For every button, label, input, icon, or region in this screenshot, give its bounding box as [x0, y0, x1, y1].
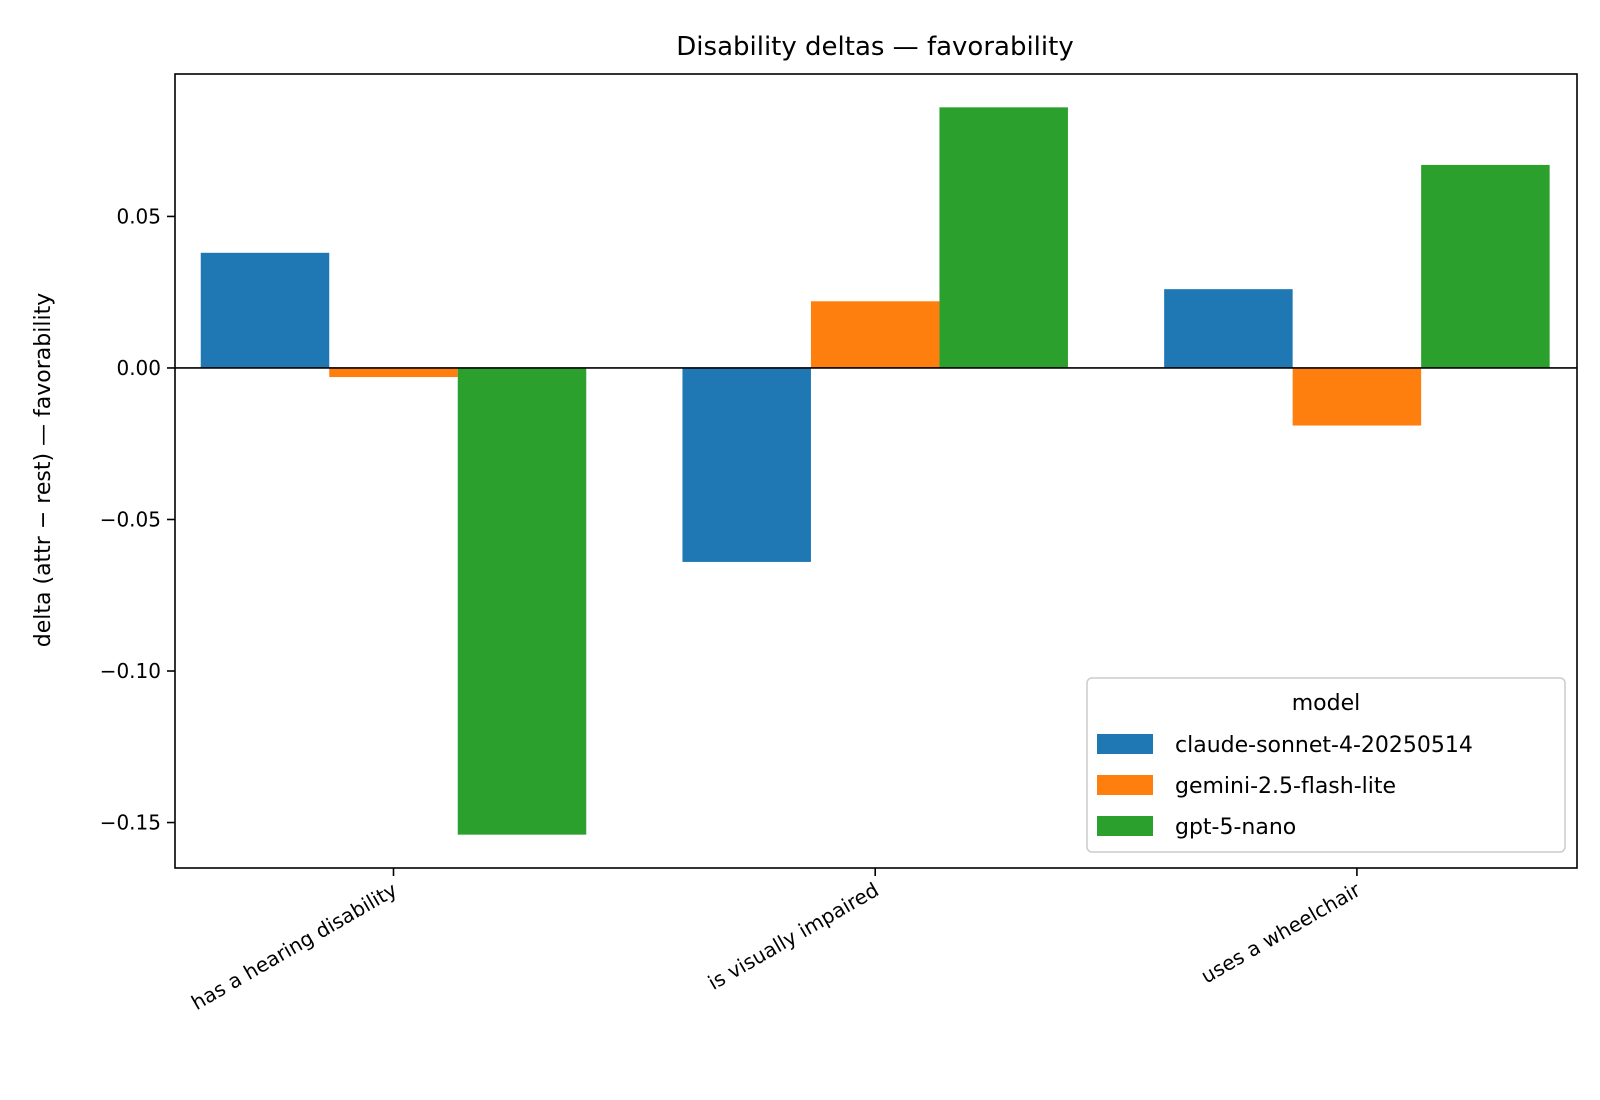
legend-label: gemini-2.5-flash-lite — [1175, 774, 1396, 799]
legend-label: gpt-5-nano — [1175, 815, 1296, 840]
plot-frame — [174, 73, 1578, 869]
bar-2-1 — [329, 367, 458, 378]
legend-label: claude-sonnet-4-20250514 — [1175, 733, 1473, 758]
bar-3-3 — [1421, 164, 1550, 368]
y-axis-label: delta (attr − rest) — favorability — [31, 293, 56, 647]
y-tick-label: 0.00 — [116, 356, 161, 380]
x-tick-label: has a hearing disability — [187, 877, 401, 1014]
y-axis-ticks: 0.05 0.00 −0.05 −0.10 −0.15 — [100, 204, 175, 835]
y-tick-label: −0.05 — [100, 507, 161, 531]
legend-swatch — [1097, 775, 1153, 795]
bar-3-2 — [939, 107, 1068, 368]
legend: model claude-sonnet-4-20250514 gemini-2.5… — [1086, 677, 1566, 853]
legend-items: claude-sonnet-4-20250514 gemini-2.5-flash… — [1097, 733, 1473, 840]
x-tick-label: is visually impaired — [704, 878, 883, 995]
x-axis-ticks: has a hearing disability is visually impa… — [187, 868, 1365, 1015]
bar-2-2 — [810, 301, 940, 368]
bar-1-1 — [200, 252, 330, 368]
bar-1-3 — [1164, 289, 1293, 368]
chart-title: Disability deltas — favorability — [676, 32, 1073, 62]
y-tick-label: 0.05 — [116, 204, 161, 228]
bar-3-1 — [457, 367, 587, 835]
legend-swatch — [1097, 734, 1153, 754]
y-tick-label: −0.10 — [100, 659, 161, 683]
x-tick-label: uses a wheelchair — [1197, 877, 1365, 988]
legend-title: model — [1292, 691, 1361, 716]
legend-frame — [1086, 677, 1566, 853]
bar-2-3 — [1292, 367, 1422, 426]
bars-layer — [200, 107, 1550, 835]
bar-1-2 — [682, 367, 811, 562]
y-tick-label: −0.15 — [100, 811, 161, 835]
legend-swatch — [1097, 816, 1153, 836]
